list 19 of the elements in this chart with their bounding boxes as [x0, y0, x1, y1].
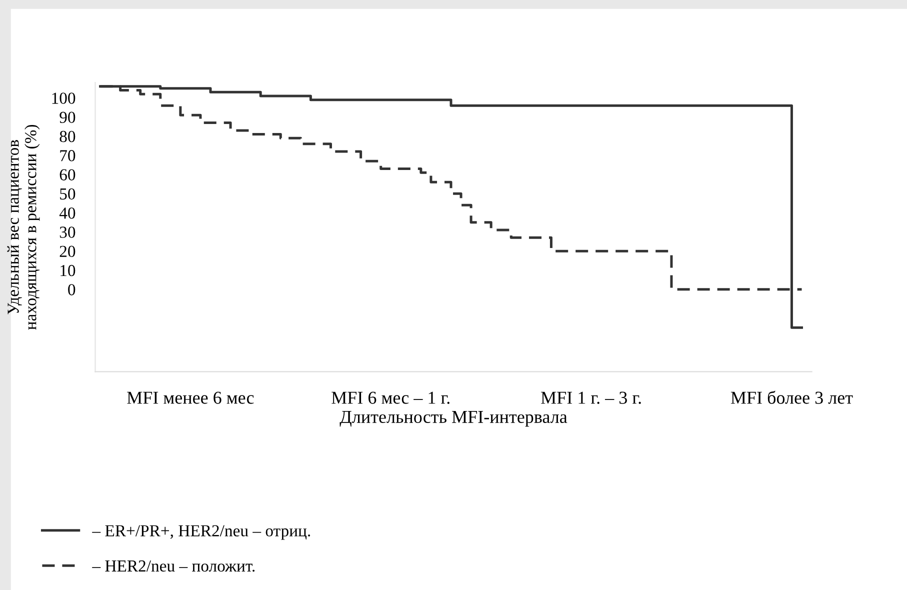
y-tick-label: 90: [60, 112, 76, 124]
x-tick-label: MFI менее 6 мес: [127, 392, 254, 404]
y-tick-label: 70: [60, 150, 76, 162]
y-tick-label: 30: [60, 226, 76, 238]
y-tick-label: 100: [52, 92, 76, 104]
x-tick-label: MFI более 3 лет: [730, 390, 853, 404]
x-tick-label: MFI 6 мес – 1 г.: [332, 392, 450, 404]
y-tick-label: 20: [60, 246, 76, 258]
y-tick-label: 40: [59, 207, 76, 219]
y-axis-title: Удельный вес пациентов находящихся в ремиссии (%): [7, 124, 40, 330]
y-tick-label: 0: [68, 284, 76, 296]
y-tick-label: 10: [60, 264, 76, 276]
x-axis-title: Длительность MFI-интервала: [340, 411, 568, 427]
legend-label: – HER2/neu – положит.: [92, 560, 255, 572]
y-tick-label: 60: [60, 169, 76, 180]
x-tick-label: MFI 1 г. – 3 г.: [541, 392, 641, 404]
legend-label: – ER+/PR+, HER2/neu – отриц.: [92, 525, 310, 540]
y-tick-label: 80: [60, 130, 76, 142]
y-tick-label: 50: [60, 188, 76, 200]
